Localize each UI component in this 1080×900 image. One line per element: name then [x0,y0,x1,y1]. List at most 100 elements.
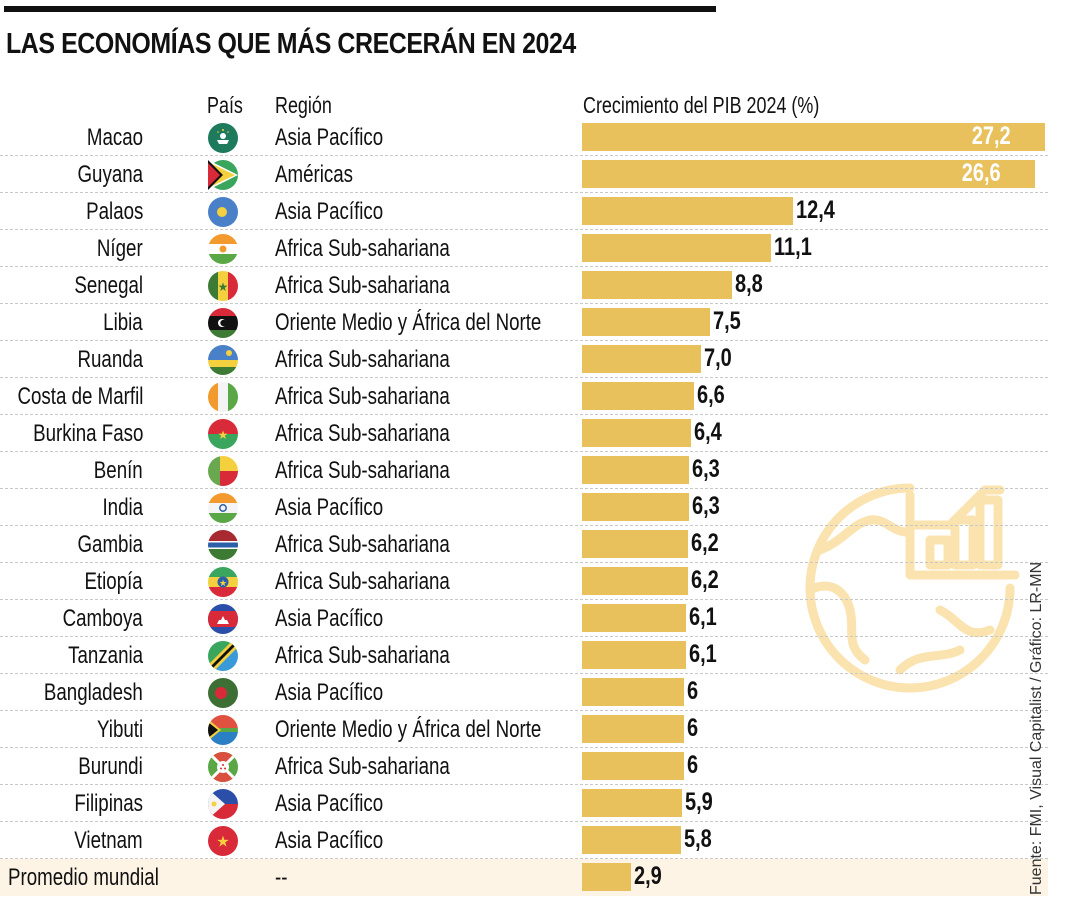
row-separator [0,858,1048,859]
row-separator [0,303,1048,304]
table-row: Burundi Africa Sub-sahariana 6 [0,748,1048,785]
country-label: Senegal [74,272,143,299]
region-label: Africa Sub-sahariana [275,420,450,447]
data-label: 6,4 [693,418,722,446]
djibouti-flag-icon [208,715,238,745]
data-label: 6,2 [690,529,719,557]
row-separator [0,340,1048,341]
bar [582,345,702,373]
country-label: Tanzania [68,642,143,669]
country-label: Palaos [85,198,143,225]
row-separator [0,562,1048,563]
svg-text:★: ★ [216,834,229,851]
bangladesh-flag-icon [208,678,238,708]
country-label: Camboya [62,605,143,632]
table-row: Macao Asia Pacífico 27,2 [0,119,1048,156]
table-row: Libia Oriente Medio y África del Norte 7,5 [0,304,1048,341]
region-label: Africa Sub-sahariana [275,235,450,262]
ethiopia-flag-icon: ★ [208,567,238,597]
guyana-flag-icon [208,160,238,190]
libya-flag-icon [208,308,238,338]
bar [582,123,1045,151]
data-label: 7,5 [712,307,741,335]
row-separator [0,599,1048,600]
bar [582,826,681,854]
table-row: Costa de Marfil Africa Sub-sahariana 6,6 [0,378,1048,415]
bar [582,789,683,817]
region-label: Asia Pacífico [275,827,384,854]
column-header-country: País [207,92,243,118]
data-label: 6 [687,751,699,779]
country-label: Etiopía [84,568,143,595]
country-label: Vietnam [74,827,143,854]
bar [582,678,685,706]
bar [582,456,690,484]
macao-flag-icon [208,123,238,153]
senegal-flag-icon: ★ [208,271,238,301]
data-label: 6,3 [692,492,721,520]
country-label: Costa de Marfil [17,383,143,410]
region-label: Africa Sub-sahariana [275,531,450,558]
philippines-flag-icon [208,789,238,819]
table-row: India Asia Pacífico 6,3 [0,489,1048,526]
bar [582,567,688,595]
cambodia-flag-icon [208,604,238,634]
chart-title: LAS ECONOMÍAS QUE MÁS CRECERÁN EN 2024 [6,28,576,60]
country-label: Níger [97,235,143,262]
row-separator [0,266,1048,267]
region-label: Asia Pacífico [275,790,384,817]
bar [582,530,688,558]
data-label: 6,1 [688,603,717,631]
data-label: 6,3 [692,455,721,483]
table-row: Camboya Asia Pacífico 6,1 [0,600,1048,637]
region-label: Africa Sub-sahariana [275,272,450,299]
country-label: Gambia [77,531,143,558]
rwanda-flag-icon [208,345,238,375]
region-label: Américas [275,161,354,188]
data-label: 8,8 [734,270,763,298]
data-label: 27,2 [972,122,1011,150]
data-label: 11,1 [773,233,812,261]
data-label: 6,6 [697,381,726,409]
table-row: Vietnam ★ Asia Pacífico 5,8 [0,822,1048,859]
data-label: 6 [687,714,699,742]
column-header-growth: Crecimiento del PIB 2024 (%) [583,92,820,118]
svg-text:★: ★ [218,428,229,442]
ivory-coast-flag-icon [208,382,238,412]
burkina-faso-flag-icon: ★ [208,419,238,449]
data-label: 5,8 [683,825,712,853]
row-separator [0,784,1048,785]
row-separator [0,155,1048,156]
niger-flag-icon [208,234,238,264]
svg-text:★: ★ [219,578,227,588]
table-row: Bangladesh Asia Pacífico 6 [0,674,1048,711]
country-label: Burkina Faso [32,420,143,447]
vietnam-flag-icon: ★ [208,826,238,856]
source-credit: Fuente: FMI, Visual Capitalist / Gráfico… [1028,561,1045,895]
data-label: 12,4 [796,196,835,224]
country-label: India [102,494,143,521]
region-label: Asia Pacífico [275,494,384,521]
bar [582,715,685,743]
country-label: Yibuti [96,716,143,743]
gambia-flag-icon [208,530,238,560]
region-label: -- [275,864,288,891]
country-label: Burundi [78,753,143,780]
country-label: Macao [86,124,143,151]
row-separator [0,192,1048,193]
region-label: Asia Pacífico [275,198,384,225]
country-label: Promedio mundial [8,864,159,891]
svg-text:★: ★ [218,280,229,294]
country-label: Benín [94,457,143,484]
table-row: Etiopía ★ Africa Sub-sahariana 6,2 [0,563,1048,600]
bar [582,752,685,780]
data-label: 5,9 [685,788,714,816]
data-label: 6,1 [688,640,717,668]
table-row: Palaos Asia Pacífico 12,4 [0,193,1048,230]
table-row: Níger Africa Sub-sahariana 11,1 [0,230,1048,267]
bar [582,641,686,669]
bar [582,160,1035,188]
row-separator [0,525,1048,526]
row-separator [0,488,1048,489]
